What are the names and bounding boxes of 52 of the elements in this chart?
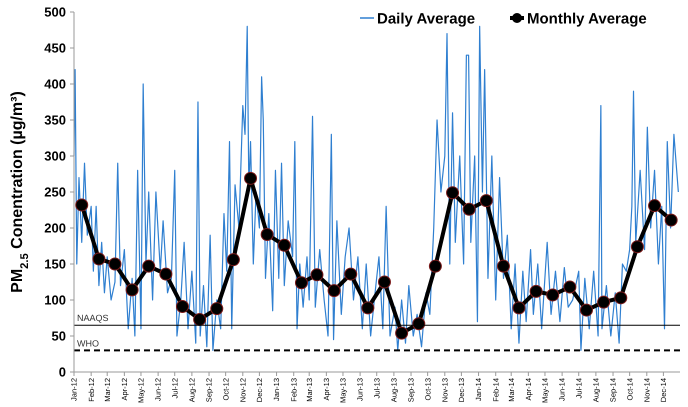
point	[480, 194, 493, 208]
point	[496, 260, 510, 273]
point	[176, 300, 189, 313]
point	[462, 202, 476, 216]
legend-label: Monthly Average	[527, 10, 647, 28]
point	[563, 280, 576, 294]
legend-label: Daily Average	[377, 10, 476, 28]
line-series	[73, 26, 679, 351]
point	[428, 260, 442, 273]
point	[378, 276, 391, 288]
point	[580, 304, 593, 317]
point	[361, 301, 374, 314]
ref-line-label: WHO	[77, 338, 99, 348]
point	[530, 284, 543, 298]
point	[614, 291, 628, 304]
point	[294, 276, 308, 290]
y-tick-label: 450	[44, 40, 66, 56]
y-tick-label: 400	[44, 76, 66, 92]
point	[226, 253, 240, 266]
point	[648, 199, 662, 212]
y-tick-label: 0	[58, 364, 66, 380]
point	[546, 288, 560, 302]
y-tick-label: 300	[44, 148, 66, 164]
point	[92, 252, 106, 266]
point	[664, 214, 678, 227]
point	[446, 186, 460, 200]
ref-line-label: NAAQS	[77, 313, 109, 324]
y-tick-label: 500	[44, 4, 66, 20]
y-tick-label: 150	[44, 256, 66, 272]
point	[108, 258, 122, 270]
point	[630, 240, 644, 254]
point	[159, 268, 172, 281]
point	[75, 198, 88, 212]
point	[126, 283, 139, 296]
y-tick-label: 50	[52, 328, 66, 344]
y-tick-label: 250	[44, 184, 66, 200]
y-tick-label: 100	[44, 292, 66, 308]
point	[260, 228, 274, 241]
point	[278, 238, 291, 252]
point	[344, 268, 358, 281]
point	[512, 301, 526, 314]
point	[597, 296, 610, 309]
point	[328, 284, 341, 298]
point	[395, 326, 408, 340]
point	[310, 268, 324, 282]
point	[412, 317, 426, 330]
y-tick-label: 200	[44, 220, 66, 236]
point	[210, 302, 224, 316]
point	[193, 312, 206, 326]
y-tick-label: 350	[44, 112, 66, 128]
point	[142, 260, 156, 273]
point	[244, 172, 258, 185]
